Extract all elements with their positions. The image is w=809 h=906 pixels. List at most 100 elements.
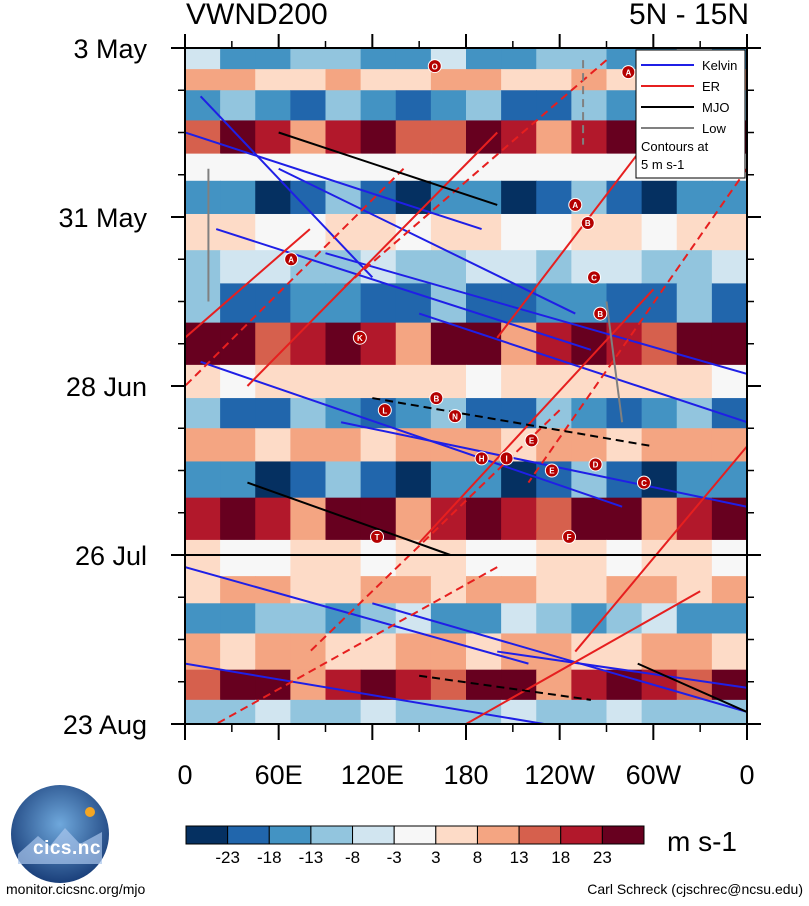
heatmap-cell: [290, 603, 327, 635]
heatmap-cell: [395, 633, 432, 671]
heatmap-cell: [325, 90, 362, 122]
legend-label: MJO: [702, 100, 729, 115]
kelvin-contour: [215, 228, 592, 351]
heatmap-cell: [325, 48, 362, 70]
heatmap-cell: [395, 90, 432, 122]
heatmap-cell: [185, 428, 221, 463]
heatmap-cell: [325, 69, 362, 91]
mjo-contour: [278, 131, 498, 206]
storm-marker-dot: [429, 391, 444, 406]
storm-marker: N: [448, 409, 463, 424]
heatmap-cell: [185, 322, 221, 366]
heatmap-cell: [360, 428, 397, 463]
heatmap-cell: [185, 90, 221, 122]
y-tick-label: 28 Jun: [66, 372, 147, 402]
heatmap-cell: [676, 699, 713, 724]
colorbar-tick-label: 13: [510, 848, 529, 867]
heatmap-cell: [290, 461, 327, 499]
heatmap-cell: [325, 398, 362, 429]
storm-marker-dot: [544, 463, 559, 478]
storm-marker-label: O: [432, 62, 438, 71]
heatmap-cell: [255, 213, 291, 251]
storm-marker: F: [562, 529, 577, 544]
heatmap-cell: [325, 364, 362, 399]
legend: Kelvin ER MJO Low Contours at 5 m s-1: [635, 49, 746, 179]
chart-title: VWND200: [186, 0, 328, 31]
heatmap-cell: [501, 669, 537, 701]
heatmap-cell: [466, 461, 502, 499]
heatmap-cell: [711, 283, 747, 324]
kelvin-contour: [497, 650, 747, 689]
wave-contours: [185, 59, 747, 724]
heatmap-cell: [360, 398, 397, 429]
heatmap-cell: [606, 539, 643, 577]
heatmap-cell: [676, 669, 713, 701]
storm-marker: A: [568, 197, 583, 212]
storm-marker-label: K: [357, 334, 363, 343]
heatmap-cell: [185, 250, 221, 284]
source-url[interactable]: monitor.cicsnc.org/mjo: [6, 881, 146, 897]
heatmap-cell: [395, 669, 432, 701]
colorbar-tick-label: -13: [299, 848, 324, 867]
heatmap-cell: [185, 213, 221, 251]
legend-note: Contours at: [641, 139, 709, 154]
heatmap-cell: [220, 90, 256, 122]
y-tick-label: 31 May: [58, 203, 147, 233]
heatmap-cell: [185, 497, 221, 541]
heatmap-cell: [290, 48, 327, 70]
heatmap-cell: [536, 398, 572, 429]
heatmap-cell: [430, 120, 467, 155]
heatmap-cell: [185, 669, 221, 701]
storm-marker-dot: [593, 306, 608, 321]
y-tick-label: 26 Jul: [75, 541, 147, 571]
heatmap-cell: [501, 48, 537, 70]
storm-marker-dot: [284, 252, 299, 267]
heatmap-cell: [220, 576, 256, 604]
heatmap-cell: [466, 69, 502, 91]
heatmap-cell: [466, 497, 502, 541]
kelvin-contour: [325, 252, 747, 375]
axes: 3 May 31 May 28 Jun 26 Jul 23 Aug 0 60E 120E 180…: [58, 34, 761, 790]
heatmap-cell: [676, 603, 713, 635]
storm-marker-label: I: [505, 455, 507, 464]
heatmap-cell: [676, 539, 713, 577]
storm-marker: E: [524, 433, 539, 448]
heatmap-cell: [606, 428, 643, 463]
heatmap-cell: [360, 48, 397, 70]
heatmap-cell: [606, 576, 643, 604]
heatmap-cell: [711, 180, 747, 215]
heatmap-cell: [395, 322, 432, 366]
heatmap-cell: [360, 90, 397, 122]
logo-text: cics.nc: [33, 838, 101, 859]
colorbar: -23 -18 -13 -8 -3 3 8 13 18 23: [185, 825, 645, 867]
storm-marker: T: [370, 529, 385, 544]
storm-marker-label: B: [585, 219, 591, 228]
kelvin-contour: [200, 360, 623, 508]
storm-marker-dot: [499, 451, 514, 466]
heatmap-cell: [571, 90, 608, 122]
heatmap-cell: [220, 497, 256, 541]
heatmap-cell: [501, 603, 537, 635]
heatmap-cell: [606, 213, 643, 251]
heatmap-cell: [290, 428, 327, 463]
storm-marker: D: [588, 457, 603, 472]
colorbar-tick-label: -8: [345, 848, 360, 867]
heatmap-cell: [395, 48, 432, 70]
heatmap-cell: [185, 576, 221, 604]
heatmap-cell: [641, 576, 678, 604]
storm-marker-dot: [474, 451, 489, 466]
heatmap-cell: [571, 120, 608, 155]
heatmap-cell: [571, 428, 608, 463]
heatmap-cell: [290, 699, 327, 724]
heatmap-cell: [466, 250, 502, 284]
storm-marker-label: D: [593, 461, 599, 470]
heatmap-cell: [185, 364, 221, 399]
storm-marker-dot: [587, 270, 602, 285]
storm-marker-dot: [580, 216, 595, 231]
kelvin-contour: [372, 602, 747, 713]
colorbar-tick-label: 3: [431, 848, 440, 867]
heatmap-cell: [325, 497, 362, 541]
mjo-contour: [372, 397, 654, 448]
heatmap-cell: [571, 539, 608, 577]
